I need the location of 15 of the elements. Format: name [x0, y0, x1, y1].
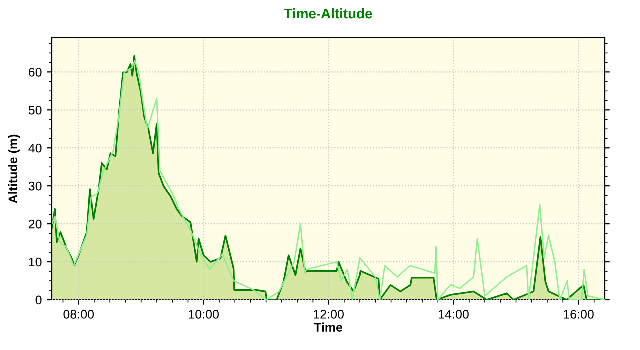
- y-tick-label: 0: [36, 296, 42, 305]
- chart-title: Time-Altitude: [284, 8, 372, 19]
- x-axis-title: Time: [314, 322, 343, 332]
- x-tick-label: 16:00: [564, 310, 594, 319]
- y-tick-label: 20: [29, 220, 42, 229]
- y-tick-label: 10: [29, 258, 42, 267]
- x-tick-label: 08:00: [64, 310, 94, 319]
- y-tick-label: 50: [28, 106, 42, 115]
- y-tick-label: 40: [28, 144, 42, 153]
- x-tick-label: 12:00: [314, 310, 344, 319]
- y-tick-label: 60: [29, 68, 42, 77]
- x-tick-label: 10:00: [189, 310, 219, 319]
- y-axis-title: Altitude (m): [8, 134, 20, 204]
- y-tick-label: 30: [28, 182, 42, 191]
- x-tick-label: 14:00: [439, 310, 469, 319]
